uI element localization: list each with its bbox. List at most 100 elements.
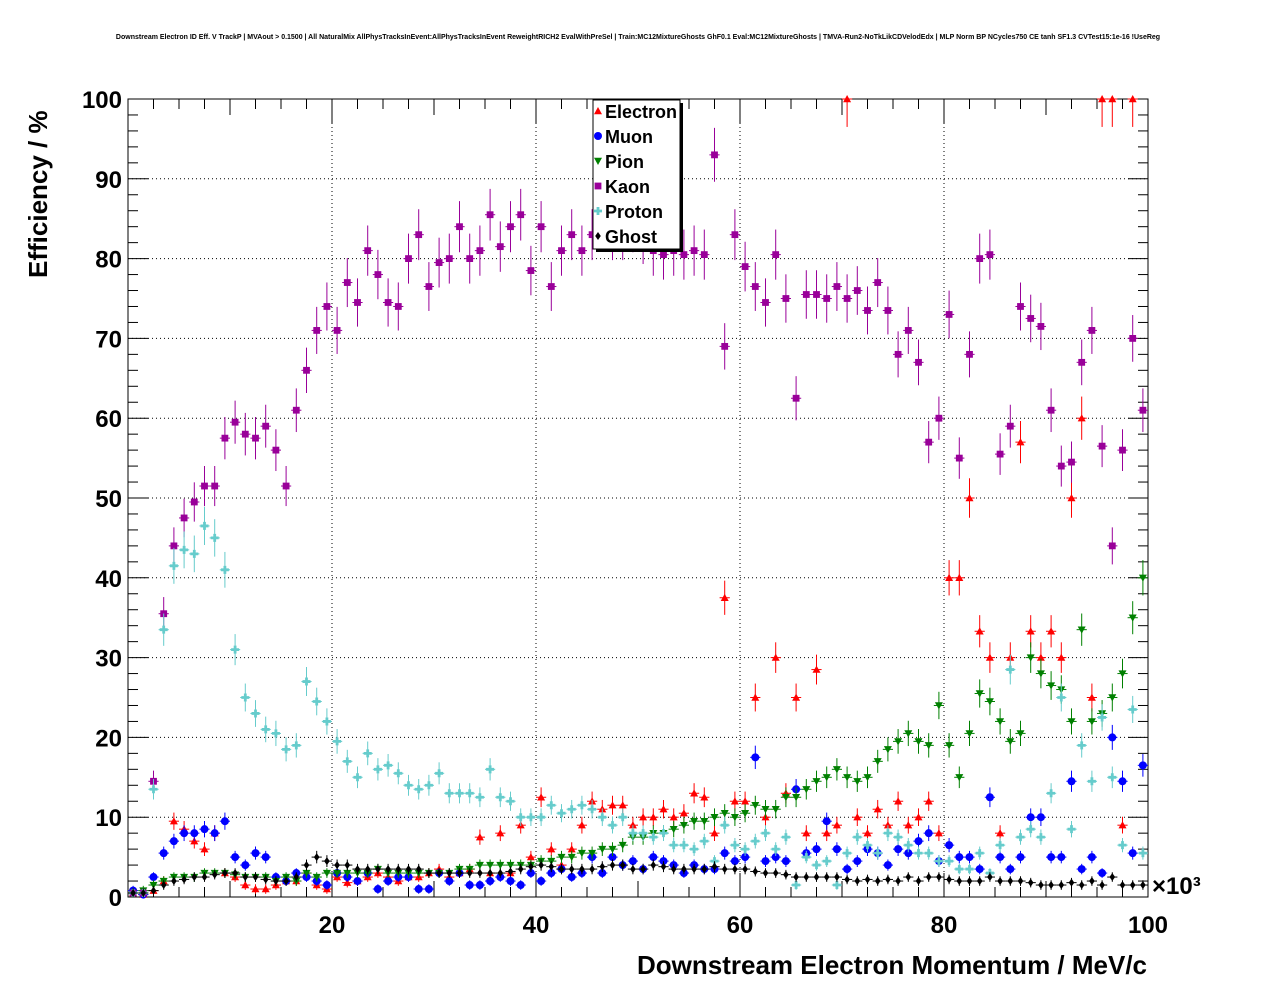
data-point (935, 414, 943, 422)
legend-label-pion: Pion (605, 152, 644, 172)
data-point (955, 573, 964, 581)
data-point (496, 793, 505, 802)
legend-label-ghost: Ghost (605, 227, 657, 247)
data-point (578, 247, 586, 255)
data-point (334, 861, 340, 870)
data-point (945, 857, 954, 866)
data-point (1138, 574, 1147, 582)
data-point (424, 781, 433, 790)
data-point (904, 849, 913, 858)
data-point (1128, 849, 1137, 858)
data-point (373, 885, 382, 894)
data-point (792, 394, 800, 402)
data-point (506, 877, 515, 886)
data-point (975, 849, 984, 858)
data-point (262, 422, 270, 430)
data-point (976, 255, 984, 262)
data-point (159, 849, 168, 858)
data-point (567, 845, 576, 853)
data-point (589, 865, 595, 874)
data-point (526, 853, 535, 861)
data-point (507, 867, 514, 876)
data-point (874, 279, 882, 286)
data-point (528, 862, 534, 871)
x-tick-label: 60 (727, 912, 754, 939)
data-point (792, 881, 801, 890)
data-point (904, 821, 913, 829)
data-point (904, 841, 913, 850)
data-point (292, 406, 300, 414)
data-point (538, 861, 544, 870)
data-point (772, 251, 780, 259)
data-point (863, 829, 872, 837)
data-point (1036, 670, 1045, 678)
data-point (873, 758, 882, 766)
data-point (1067, 494, 1076, 502)
data-point (395, 865, 402, 874)
data-point (1077, 741, 1086, 750)
data-point (384, 299, 392, 306)
data-point (608, 845, 617, 854)
data-point (853, 833, 862, 842)
data-point (690, 247, 698, 255)
data-point (985, 793, 994, 802)
data-point (475, 881, 484, 890)
data-point (812, 861, 821, 870)
data-point (965, 730, 974, 738)
series-muon (128, 724, 1148, 899)
data-point (1099, 881, 1105, 890)
data-point (140, 889, 147, 898)
data-point (659, 829, 668, 838)
data-point (975, 690, 984, 698)
data-point (659, 805, 668, 813)
data-point (426, 869, 432, 878)
data-point (802, 786, 811, 794)
data-point (312, 697, 321, 706)
x-axis-multiplier: ×10³ (1152, 873, 1201, 900)
data-point (986, 251, 994, 259)
data-point (976, 877, 983, 886)
data-point (934, 829, 943, 837)
data-point (771, 806, 780, 814)
data-point (721, 342, 729, 350)
data-point (649, 833, 658, 842)
data-point (905, 873, 912, 882)
data-point (1068, 458, 1075, 466)
data-point (884, 307, 892, 314)
data-point (1047, 406, 1055, 414)
data-point (997, 877, 1003, 886)
data-point (435, 259, 443, 266)
data-point (883, 746, 892, 754)
data-point (251, 849, 260, 858)
data-point (1128, 95, 1137, 103)
data-point (507, 223, 514, 231)
data-point (772, 869, 779, 878)
data-point (996, 853, 1005, 862)
data-point (660, 251, 667, 259)
data-point (1118, 821, 1127, 829)
y-tick-label: 100 (82, 87, 122, 114)
data-point (577, 801, 586, 810)
data-point (191, 873, 198, 882)
data-point (832, 766, 841, 774)
data-point (262, 875, 269, 884)
data-point (1047, 789, 1056, 798)
y-tick-label: 40 (95, 566, 122, 593)
data-point (477, 869, 483, 878)
data-point (160, 881, 167, 890)
data-point (853, 778, 862, 786)
data-point (1057, 853, 1066, 862)
data-point (659, 857, 668, 866)
data-point (486, 861, 495, 870)
data-point (567, 805, 576, 814)
data-point (343, 757, 352, 766)
data-point (516, 881, 525, 890)
data-point (711, 151, 718, 159)
data-point (894, 845, 903, 854)
x-tick-label: 100 (1128, 912, 1168, 939)
data-point (588, 805, 597, 814)
data-point (588, 231, 596, 239)
data-point (783, 870, 789, 879)
data-point (1026, 654, 1035, 662)
data-point (679, 841, 688, 850)
